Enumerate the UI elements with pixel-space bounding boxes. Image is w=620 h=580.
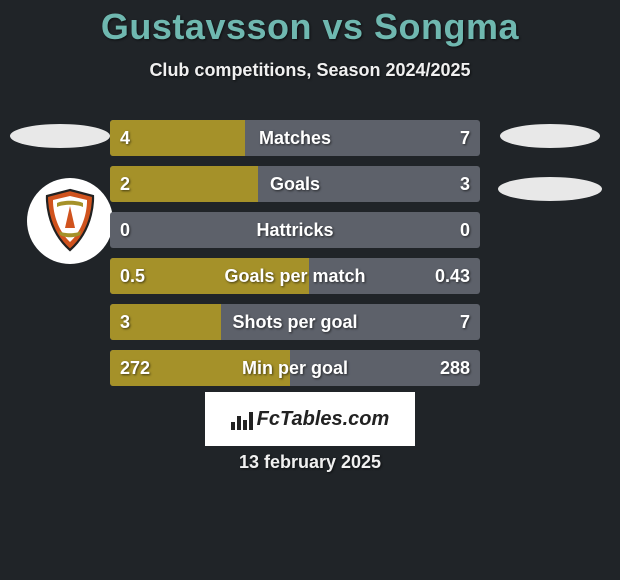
stats-rows: Matches47 Goals23 Hattricks00 Goals per mat… bbox=[110, 120, 480, 396]
stat-row: Hattricks00 bbox=[110, 212, 480, 248]
shield-icon bbox=[43, 188, 97, 254]
stat-row: Shots per goal37 bbox=[110, 304, 480, 340]
stat-bar-left bbox=[110, 258, 309, 294]
stat-row: Matches47 bbox=[110, 120, 480, 156]
page-title: Gustavsson vs Songma bbox=[0, 6, 620, 48]
stat-row: Goals23 bbox=[110, 166, 480, 202]
brand-text: FcTables.com bbox=[257, 408, 390, 431]
stat-row: Min per goal272288 bbox=[110, 350, 480, 386]
club-badge bbox=[27, 178, 113, 264]
stat-bar-left bbox=[110, 350, 290, 386]
brand-box[interactable]: FcTables.com bbox=[205, 392, 415, 446]
page-subtitle: Club competitions, Season 2024/2025 bbox=[0, 60, 620, 81]
stat-bar-left bbox=[110, 166, 258, 202]
bar-chart-icon bbox=[231, 408, 253, 430]
player1-photo-placeholder bbox=[10, 124, 110, 148]
player2-photo-placeholder-top bbox=[500, 124, 600, 148]
stat-bar-left bbox=[110, 304, 221, 340]
comparison-card: Gustavsson vs Songma Club competitions, … bbox=[0, 0, 620, 580]
stat-row: Goals per match0.50.43 bbox=[110, 258, 480, 294]
stat-bar-right bbox=[110, 212, 480, 248]
stat-bar-left bbox=[110, 120, 245, 156]
footer-date: 13 february 2025 bbox=[0, 452, 620, 473]
player2-photo-placeholder-bottom bbox=[498, 177, 602, 201]
